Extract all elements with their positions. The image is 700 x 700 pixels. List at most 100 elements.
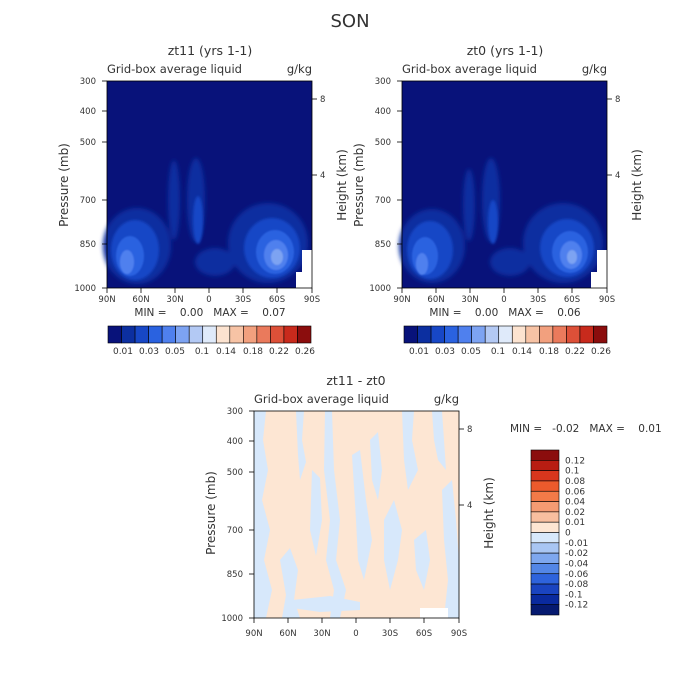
ytick-850: 850 <box>227 570 243 580</box>
colorbar-swatch <box>134 325 149 344</box>
colorbar-label: 0.14 <box>216 347 236 357</box>
colorbar <box>530 449 560 616</box>
colorbar-label: 0.12 <box>565 456 585 466</box>
contour-field <box>103 81 312 288</box>
panel-title: zt11 - zt0 <box>326 373 385 388</box>
xtick-30N: 30N <box>461 295 478 305</box>
colorbar <box>107 325 312 344</box>
colorbar-label: -0.02 <box>565 549 588 559</box>
colorbar-label: -0.12 <box>565 601 588 611</box>
ytick-700: 700 <box>80 196 96 206</box>
xtick-0: 0 <box>206 295 211 305</box>
colorbar-swatch <box>202 325 217 344</box>
colorbar-swatch <box>530 449 560 461</box>
ytick-400: 400 <box>80 107 96 117</box>
ytick-right-8: 8 <box>615 95 620 105</box>
panel-subtitle: Grid-box average liquid <box>107 62 242 76</box>
xtick-60S: 60S <box>269 295 285 305</box>
y-ticks: 300 400 500 700 850 1000 <box>369 77 391 294</box>
ytick-300: 300 <box>227 407 243 417</box>
colorbar-labels: 0.01 0.03 0.05 0.1 0.14 0.18 0.22 0.26 <box>409 347 611 357</box>
xtick-30S: 30S <box>235 295 251 305</box>
colorbar-swatch <box>243 325 258 344</box>
ytick-400: 400 <box>227 437 243 447</box>
xtick-60S: 60S <box>416 629 432 639</box>
ytick-right-4: 4 <box>615 171 620 181</box>
colorbar-swatch <box>283 325 298 344</box>
colorbar-swatch <box>457 325 472 344</box>
colorbar-label: 0 <box>565 529 571 539</box>
xtick-90N: 90N <box>245 629 262 639</box>
colorbar-label: 0.1 <box>565 467 579 477</box>
contour-field <box>399 81 607 288</box>
colorbar-swatch <box>430 325 445 344</box>
colorbar-label: -0.04 <box>565 559 589 569</box>
y-ticks: 300 400 500 700 850 1000 <box>221 407 243 624</box>
super-title: SON <box>330 11 369 32</box>
colorbar-labels: 0.01 0.03 0.05 0.1 0.14 0.18 0.22 0.26 <box>113 347 315 357</box>
colorbar-swatch <box>530 552 560 564</box>
colorbar-label: 0.04 <box>565 498 585 508</box>
stats-text: MIN = 0.00 MAX = 0.06 <box>429 307 581 319</box>
colorbar-label: 0.01 <box>409 347 429 357</box>
xtick-60S: 60S <box>564 295 580 305</box>
y-axis-label: Pressure (mb) <box>204 471 218 555</box>
x-ticks: 90N 60N 30N 0 30S 60S 90S <box>98 295 320 305</box>
colorbar-swatch <box>530 542 560 554</box>
xtick-60N: 60N <box>132 295 149 305</box>
colorbar-swatch <box>188 325 204 344</box>
colorbar-swatch <box>511 325 527 344</box>
panel-units: g/kg <box>582 62 607 76</box>
ytick-400: 400 <box>375 107 391 117</box>
ytick-right-8: 8 <box>467 425 472 435</box>
colorbar-swatch <box>215 325 231 344</box>
colorbar-label: 0.14 <box>512 347 532 357</box>
xtick-30N: 30N <box>313 629 330 639</box>
xtick-90N: 90N <box>98 295 115 305</box>
ytick-1000: 1000 <box>221 614 243 624</box>
stats-text: MIN = -0.02 MAX = 0.01 <box>510 423 662 435</box>
colorbar-label: 0.22 <box>565 347 585 357</box>
y-axis-label-right: Height (km) <box>482 477 496 548</box>
xtick-60N: 60N <box>427 295 444 305</box>
panel-subtitle: Grid-box average liquid <box>254 392 389 406</box>
colorbar-swatch <box>297 325 312 344</box>
colorbar-label: 0.03 <box>435 347 455 357</box>
panel-title: zt11 (yrs 1-1) <box>168 43 253 58</box>
colorbar-label: 0.26 <box>591 347 611 357</box>
colorbar-swatch <box>484 325 500 344</box>
colorbar-label: -0.01 <box>565 539 588 549</box>
colorbar-label: -0.06 <box>565 570 589 580</box>
colorbar-label: 0.22 <box>269 347 289 357</box>
panel-units: g/kg <box>434 392 459 406</box>
colorbar-label: 0.05 <box>165 347 185 357</box>
ytick-500: 500 <box>375 138 391 148</box>
ytick-850: 850 <box>80 240 96 250</box>
colorbar-labels: 0.120.10.080.060.040.020.010-0.01-0.02-0… <box>565 456 589 610</box>
panel-units: g/kg <box>287 62 312 76</box>
colorbar-swatch <box>229 325 244 344</box>
colorbar-swatch <box>107 325 122 344</box>
ytick-500: 500 <box>227 468 243 478</box>
colorbar-swatch <box>161 325 176 344</box>
colorbar-swatch <box>444 325 459 344</box>
ytick-right-4: 4 <box>320 171 325 181</box>
xtick-0: 0 <box>501 295 506 305</box>
y-axis-label: Pressure (mb) <box>352 143 366 227</box>
ytick-1000: 1000 <box>74 284 96 294</box>
contour-field <box>254 411 459 618</box>
colorbar-swatch <box>256 325 271 344</box>
ytick-right-4: 4 <box>467 501 472 511</box>
xtick-90S: 90S <box>304 295 320 305</box>
colorbar <box>403 325 608 344</box>
colorbar-swatch <box>417 325 432 344</box>
colorbar-swatch <box>530 501 560 513</box>
colorbar-swatch <box>530 583 560 595</box>
colorbar-swatch <box>530 521 560 533</box>
ytick-700: 700 <box>227 526 243 536</box>
colorbar-swatch <box>270 325 285 344</box>
panel-zt11: zt11 (yrs 1-1) Grid-box average liquid g… <box>57 43 349 357</box>
y-ticks: 300 400 500 700 850 1000 <box>74 77 96 294</box>
ytick-300: 300 <box>80 77 96 87</box>
colorbar-swatch <box>471 325 486 344</box>
